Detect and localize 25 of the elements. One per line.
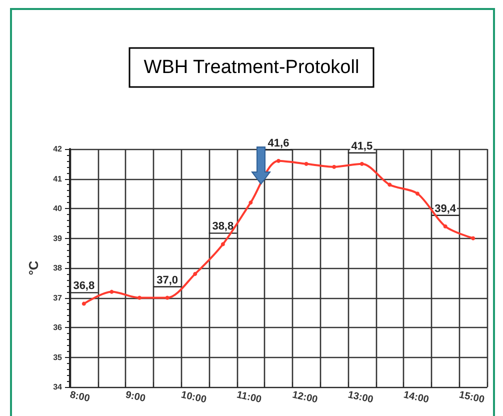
x-tick-label: 15:00 (458, 390, 486, 406)
x-tick-label: 10:00 (180, 390, 208, 406)
y-tick-label: 41 (53, 174, 63, 184)
y-tick-label: 38 (53, 264, 63, 272)
x-tick-label: 8:00 (68, 390, 92, 405)
annotation: 41,6 (268, 137, 290, 150)
x-tick-label: 13:00 (346, 390, 375, 406)
annotation: 37,0 (156, 274, 178, 286)
x-tick-label: 14:00 (402, 390, 430, 406)
y-tick-label: 35 (53, 352, 63, 362)
annotation: 39,4 (434, 202, 457, 215)
chart-title: WBH Treatment-Protokoll (144, 57, 360, 78)
annotation: 38,8 (212, 220, 234, 233)
annotation: 41,5 (351, 140, 373, 152)
y-tick-label: 39 (53, 234, 63, 243)
y-tick-label: 40 (53, 204, 63, 213)
y-tick-label: 36 (53, 323, 63, 332)
x-tick-label: 12:00 (291, 390, 319, 406)
y-tick-label: 42 (53, 144, 63, 154)
y-tick-label: 37 (53, 293, 63, 302)
y-axis-title: °C (26, 260, 41, 276)
y-tick-label: 34 (53, 382, 63, 392)
annotation: 36,8 (73, 280, 95, 292)
x-tick-label: 9:00 (124, 390, 147, 405)
x-tick-label: 11:00 (236, 390, 263, 406)
